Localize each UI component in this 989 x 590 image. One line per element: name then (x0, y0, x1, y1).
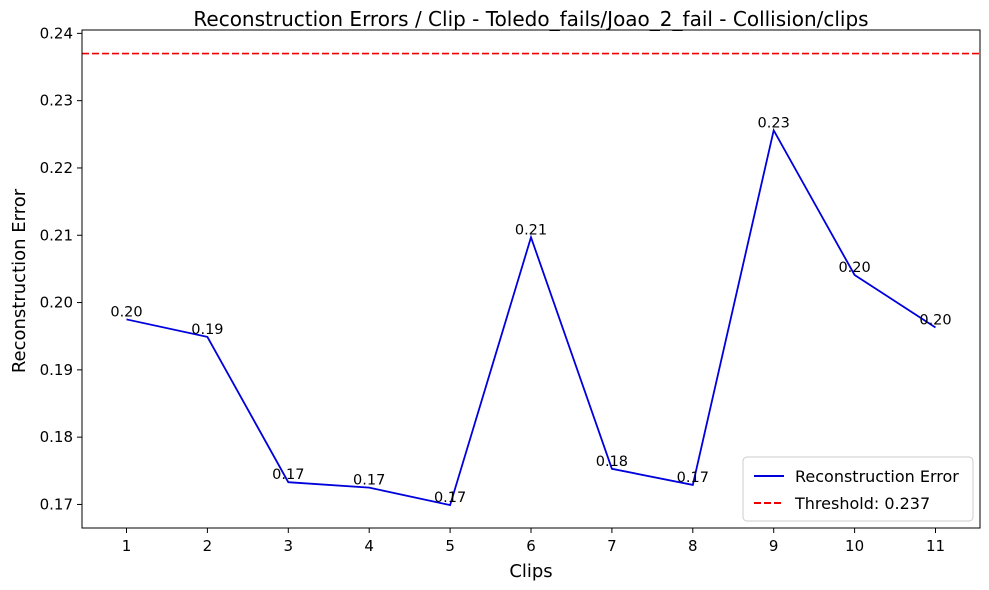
y-tick-label-3: 0.20 (40, 294, 73, 312)
data-label-4: 0.17 (353, 473, 385, 489)
x-axis-title: Clips (509, 561, 552, 582)
y-tick-label-1: 0.18 (40, 428, 73, 446)
x-tick-label-9: 10 (845, 537, 864, 555)
y-tick-label-2: 0.19 (40, 361, 73, 379)
x-tick-label-0: 1 (122, 537, 132, 555)
y-tick-label-6: 0.23 (40, 92, 73, 110)
legend: Reconstruction Error Threshold: 0.237 (742, 456, 974, 522)
x-tick-label-8: 9 (769, 537, 779, 555)
data-label-11: 0.20 (919, 312, 951, 328)
plot-frame (81, 29, 981, 529)
legend-label-reconstruction-error: Reconstruction Error (795, 467, 959, 486)
data-label-9: 0.23 (758, 115, 790, 131)
data-label-2: 0.19 (191, 322, 223, 338)
y-tick-label-4: 0.21 (40, 226, 73, 244)
legend-label-threshold: Threshold: 0.237 (794, 494, 930, 513)
y-tick-label-5: 0.22 (40, 159, 73, 177)
data-label-8: 0.17 (677, 470, 709, 486)
y-tick-label-7: 0.24 (40, 24, 73, 42)
plot-area: 0.17 0.18 0.19 0.20 0.21 0.22 0.23 0.24 1 2 3 4 5 6 7 8… (40, 24, 981, 555)
x-tick-label-10: 11 (926, 537, 945, 555)
x-tick-label-5: 6 (526, 537, 536, 555)
data-label-5: 0.17 (434, 490, 466, 506)
legend-box (742, 456, 974, 522)
x-tick-label-3: 4 (364, 537, 374, 555)
data-label-3: 0.17 (272, 467, 304, 483)
x-tick-label-4: 5 (445, 537, 455, 555)
y-tick-label-0: 0.17 (40, 495, 73, 513)
data-label-6: 0.21 (515, 222, 547, 238)
data-label-1: 0.20 (110, 304, 142, 320)
series-line-reconstruction-error (126, 127, 936, 507)
chart-title: Reconstruction Errors / Clip - Toledo_fa… (193, 7, 868, 31)
x-tick-label-7: 8 (688, 537, 698, 555)
data-label-10: 0.20 (838, 260, 870, 276)
x-tick-label-6: 7 (607, 537, 617, 555)
x-tick-label-1: 2 (203, 537, 213, 555)
data-label-7: 0.18 (596, 454, 628, 470)
y-axis-title: Reconstruction Error (9, 188, 30, 373)
x-tick-label-2: 3 (284, 537, 294, 555)
